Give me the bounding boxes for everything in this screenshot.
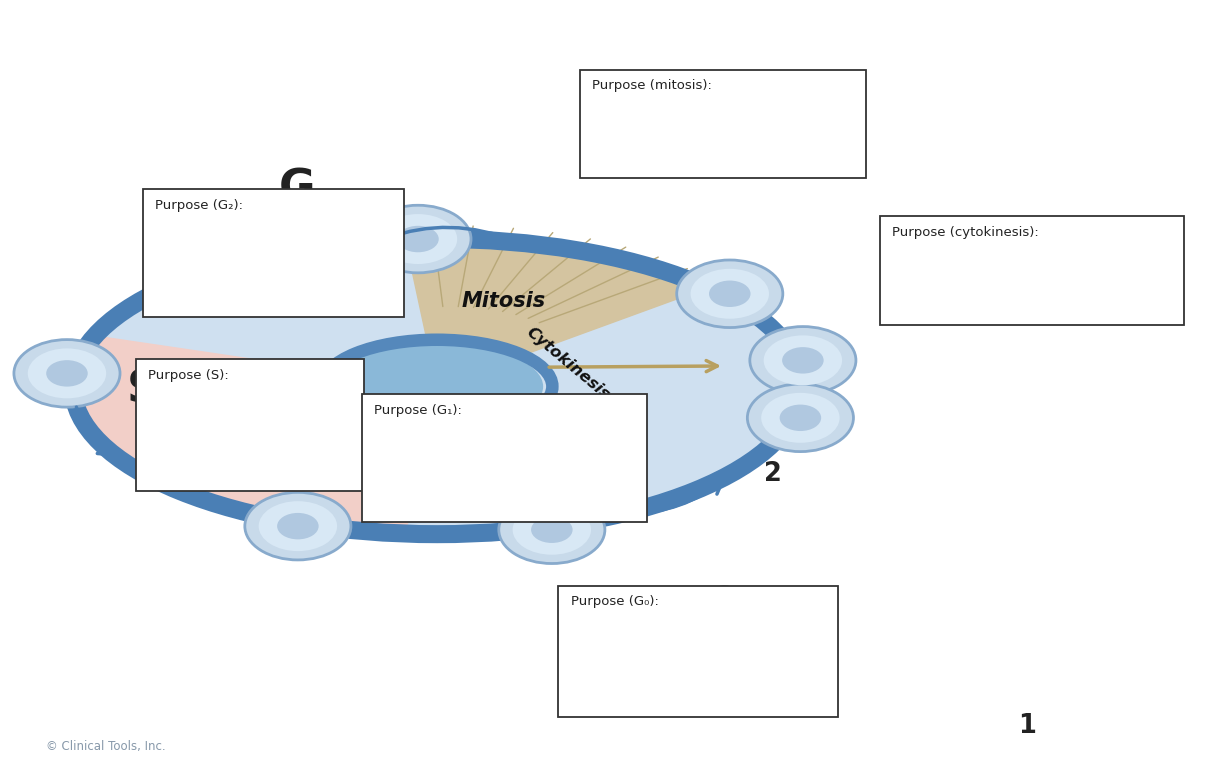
FancyArrowPatch shape <box>386 227 516 242</box>
Text: Purpose (mitosis):: Purpose (mitosis): <box>592 79 713 92</box>
Text: T: T <box>489 433 499 444</box>
Text: 1: 1 <box>1019 713 1037 739</box>
Ellipse shape <box>331 343 543 430</box>
Text: S: S <box>127 369 159 412</box>
Text: Purpose (G₂):: Purpose (G₂): <box>155 199 243 212</box>
Text: Purpose (G₀):: Purpose (G₀): <box>571 595 658 608</box>
Text: P: P <box>534 421 546 433</box>
Ellipse shape <box>379 214 458 264</box>
Text: R: R <box>521 425 532 438</box>
Text: G: G <box>279 168 316 211</box>
Ellipse shape <box>531 516 573 543</box>
Text: Purpose (cytokinesis):: Purpose (cytokinesis): <box>892 226 1039 239</box>
Ellipse shape <box>761 393 840 443</box>
Text: 2: 2 <box>764 461 782 488</box>
FancyBboxPatch shape <box>558 586 838 717</box>
Text: Mitosis: Mitosis <box>461 291 546 312</box>
Ellipse shape <box>709 281 750 307</box>
Text: N: N <box>471 435 481 447</box>
Text: A: A <box>557 409 569 421</box>
Ellipse shape <box>73 239 801 534</box>
Ellipse shape <box>277 513 318 540</box>
FancyArrowPatch shape <box>76 407 113 455</box>
Ellipse shape <box>676 260 783 328</box>
Polygon shape <box>73 336 437 533</box>
FancyBboxPatch shape <box>136 359 364 491</box>
FancyArrowPatch shape <box>549 360 717 372</box>
Ellipse shape <box>259 501 337 551</box>
Text: I: I <box>455 438 460 448</box>
Ellipse shape <box>512 505 591 555</box>
FancyBboxPatch shape <box>580 70 866 178</box>
Polygon shape <box>405 239 708 386</box>
Ellipse shape <box>779 404 821 431</box>
Ellipse shape <box>245 492 351 560</box>
FancyArrowPatch shape <box>628 480 722 513</box>
Text: E: E <box>505 430 516 441</box>
Text: H: H <box>546 414 560 427</box>
Text: S: S <box>566 403 578 414</box>
Ellipse shape <box>365 206 471 273</box>
Ellipse shape <box>397 226 438 252</box>
Ellipse shape <box>13 339 120 407</box>
Ellipse shape <box>750 326 856 394</box>
Text: Purpose (S):: Purpose (S): <box>148 369 229 382</box>
FancyBboxPatch shape <box>362 394 647 522</box>
Ellipse shape <box>28 349 106 398</box>
Ellipse shape <box>499 496 605 564</box>
Text: E: E <box>572 397 584 406</box>
FancyBboxPatch shape <box>880 216 1184 325</box>
Text: Cytokinesis: Cytokinesis <box>523 324 613 403</box>
Text: G: G <box>534 419 571 462</box>
Ellipse shape <box>764 335 843 385</box>
Text: G: G <box>704 585 741 628</box>
Text: © Clinical Tools, Inc.: © Clinical Tools, Inc. <box>46 740 166 753</box>
FancyBboxPatch shape <box>143 189 404 317</box>
Ellipse shape <box>46 360 87 386</box>
Ellipse shape <box>782 347 823 373</box>
Ellipse shape <box>748 384 853 451</box>
Ellipse shape <box>691 269 768 318</box>
Text: Purpose (G₁):: Purpose (G₁): <box>374 404 461 417</box>
